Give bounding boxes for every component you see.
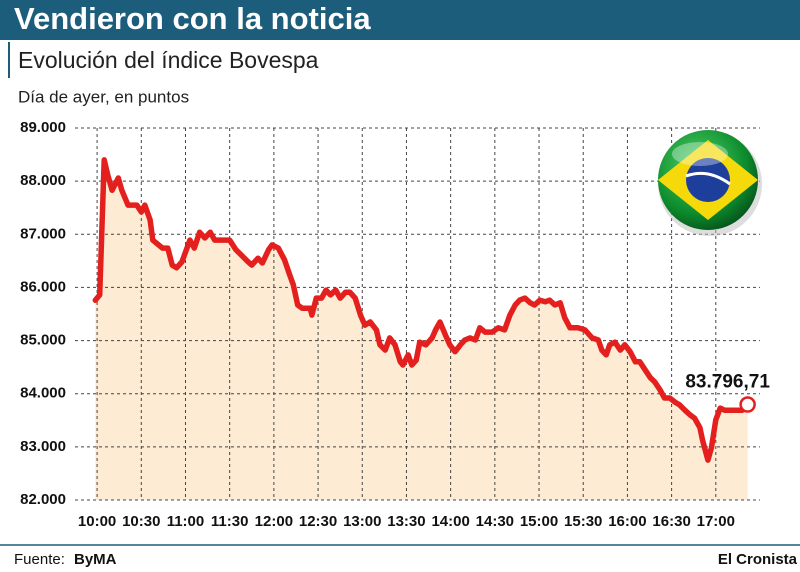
y-tick-label: 82.000 (20, 491, 66, 508)
chart-subtitle: Evolución del índice Bovespa (18, 47, 319, 73)
x-tick-label: 17:00 (697, 513, 735, 530)
line (92, 157, 751, 463)
flag (658, 130, 762, 236)
x-tick-label: 12:30 (299, 513, 337, 530)
x-tick-label: 10:00 (78, 513, 116, 530)
x-tick-label: 15:00 (520, 513, 558, 530)
x-tick-label: 16:30 (652, 513, 690, 530)
chart-title: Vendieron con la noticia (14, 1, 371, 36)
x-tick-label: 10:30 (122, 513, 160, 530)
y-tick-label: 85.000 (20, 332, 66, 349)
value-label: 83.796,71 (685, 372, 770, 393)
x-tick-label: 12:00 (255, 513, 293, 530)
y-tick-label: 87.000 (20, 225, 66, 242)
y-tick-label: 84.000 (20, 385, 66, 402)
x-tick-label: 11:30 (211, 513, 249, 530)
y-axis-label: Día de ayer, en puntos (18, 87, 189, 106)
header-bar (0, 0, 800, 40)
y-tick-label: 88.000 (20, 172, 66, 189)
plot-area: 82.000 83.000 84.000 85.000 86.000 87.000 88.0… (20, 119, 770, 530)
source-label: Fuente: (14, 551, 65, 568)
publisher: El Cronista (718, 551, 798, 568)
y-tick-label: 89.000 (20, 119, 66, 136)
y-tick-label: 86.000 (20, 278, 66, 295)
x-tick-label: 13:30 (387, 513, 425, 530)
x-tick-label: 16:00 (608, 513, 646, 530)
y-tick-label: 83.000 (20, 438, 66, 455)
x-tick-label: 15:30 (564, 513, 602, 530)
source: ByMA (74, 551, 117, 568)
x-tick-label: 14:30 (476, 513, 514, 530)
x-tick-label: 14:00 (431, 513, 469, 530)
x-tick-label: 13:00 (343, 513, 381, 530)
end-marker (739, 396, 756, 413)
area (95, 159, 748, 500)
x-tick-label: 11:00 (167, 513, 205, 530)
